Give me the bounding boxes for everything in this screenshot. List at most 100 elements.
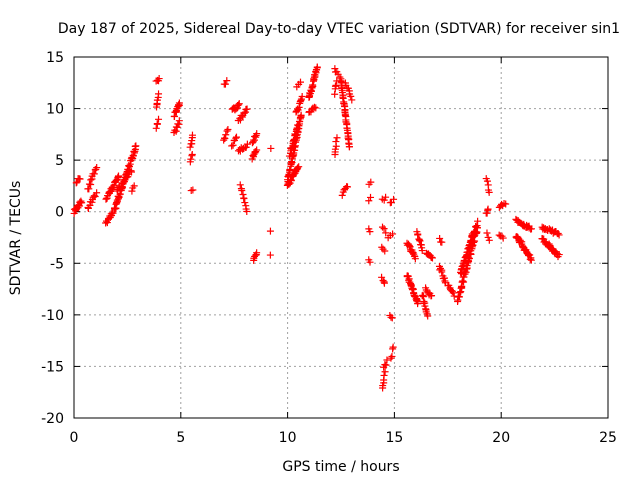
data-point bbox=[388, 314, 396, 322]
data-point bbox=[114, 187, 122, 195]
data-point bbox=[297, 111, 305, 119]
data-point bbox=[128, 168, 135, 176]
data-point bbox=[414, 298, 422, 306]
data-point bbox=[310, 103, 318, 111]
data-point bbox=[243, 105, 251, 113]
data-point bbox=[153, 120, 161, 128]
data-point bbox=[472, 223, 480, 231]
data-point bbox=[221, 80, 229, 88]
data-point bbox=[382, 229, 390, 237]
plot-frame bbox=[73, 56, 609, 419]
data-point bbox=[438, 238, 446, 246]
data-point bbox=[380, 371, 388, 379]
chart-title: Day 187 of 2025, Sidereal Day-to-day VTE… bbox=[58, 21, 620, 37]
data-point bbox=[235, 101, 243, 109]
data-point bbox=[485, 236, 493, 244]
data-point bbox=[87, 176, 95, 184]
data-point bbox=[152, 124, 160, 132]
data-point bbox=[72, 179, 80, 187]
data-point bbox=[366, 228, 374, 236]
data-point bbox=[428, 292, 436, 300]
data-point bbox=[436, 234, 444, 242]
data-point bbox=[388, 352, 396, 360]
data-point bbox=[223, 77, 231, 85]
data-point bbox=[331, 145, 339, 153]
x-tick-label: 25 bbox=[599, 430, 617, 446]
x-tick-label: 5 bbox=[176, 430, 185, 446]
data-point bbox=[84, 204, 92, 212]
data-point bbox=[555, 231, 563, 239]
data-point bbox=[175, 117, 183, 125]
data-point bbox=[287, 177, 295, 185]
data-point bbox=[483, 177, 491, 185]
data-point bbox=[102, 195, 110, 203]
data-point bbox=[186, 143, 194, 151]
data-point bbox=[232, 134, 240, 142]
data-point bbox=[381, 368, 389, 376]
data-point bbox=[229, 141, 237, 149]
data-point bbox=[241, 199, 249, 207]
data-point bbox=[467, 237, 475, 245]
y-tick-label: -10 bbox=[41, 308, 64, 324]
data-points bbox=[70, 63, 563, 392]
data-point bbox=[343, 183, 351, 191]
data-point bbox=[309, 81, 317, 89]
y-tick-label: 5 bbox=[55, 153, 64, 169]
data-point bbox=[188, 137, 196, 145]
x-tick-label: 20 bbox=[492, 430, 510, 446]
data-point bbox=[78, 199, 86, 207]
data-point bbox=[294, 164, 302, 172]
data-point bbox=[379, 223, 387, 231]
data-point bbox=[155, 90, 163, 98]
data-point bbox=[348, 96, 356, 104]
x-axis-label: GPS time / hours bbox=[282, 459, 399, 475]
data-point bbox=[267, 144, 275, 152]
data-point bbox=[389, 230, 397, 238]
data-point bbox=[228, 142, 236, 150]
x-tick-label: 10 bbox=[279, 430, 297, 446]
data-point bbox=[367, 178, 375, 186]
data-point bbox=[470, 229, 478, 237]
data-point bbox=[411, 255, 419, 263]
data-point bbox=[286, 166, 294, 174]
y-tick-label: 0 bbox=[55, 205, 64, 221]
data-point bbox=[252, 148, 260, 156]
data-point bbox=[253, 130, 261, 138]
data-point bbox=[485, 188, 493, 196]
data-point bbox=[448, 287, 456, 295]
x-tick-label: 15 bbox=[385, 430, 403, 446]
data-point bbox=[499, 234, 507, 242]
data-point bbox=[240, 195, 248, 203]
data-point bbox=[238, 187, 246, 195]
data-point bbox=[188, 151, 196, 159]
data-point bbox=[243, 140, 251, 148]
data-point bbox=[390, 195, 398, 203]
data-point bbox=[414, 231, 422, 239]
data-point bbox=[236, 181, 244, 189]
data-point bbox=[253, 146, 261, 154]
data-point bbox=[290, 136, 298, 144]
data-point bbox=[243, 207, 251, 215]
data-point bbox=[409, 248, 417, 256]
data-point bbox=[474, 217, 482, 225]
data-point bbox=[266, 251, 274, 259]
data-point bbox=[313, 63, 321, 71]
data-point bbox=[484, 205, 492, 213]
data-point bbox=[365, 197, 373, 205]
x-tick-label: 0 bbox=[70, 430, 79, 446]
data-point bbox=[366, 258, 374, 266]
data-point bbox=[115, 172, 123, 180]
data-point bbox=[527, 256, 535, 264]
data-point bbox=[438, 268, 446, 276]
data-point bbox=[132, 142, 140, 150]
data-point bbox=[187, 155, 195, 163]
data-point bbox=[332, 138, 340, 146]
y-tick-label: 10 bbox=[46, 102, 64, 118]
data-point bbox=[223, 127, 231, 135]
data-point bbox=[266, 227, 274, 235]
data-point bbox=[85, 185, 93, 193]
data-point bbox=[298, 93, 306, 101]
y-tick-label: -5 bbox=[50, 256, 64, 272]
